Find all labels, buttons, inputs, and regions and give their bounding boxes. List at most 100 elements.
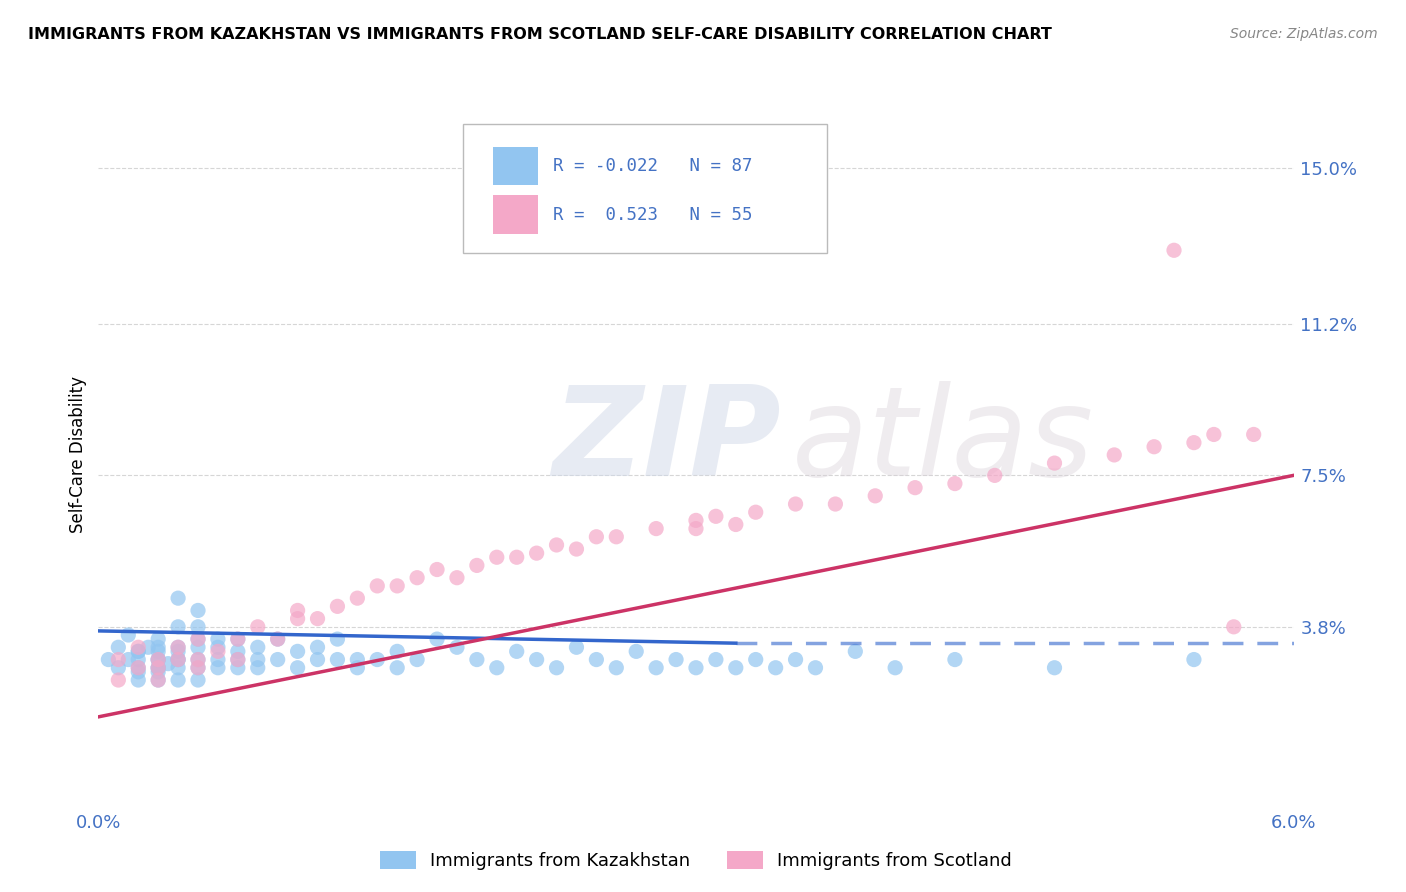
Point <box>207 652 229 666</box>
Point <box>187 673 209 687</box>
Point <box>117 652 139 666</box>
Point <box>148 661 170 675</box>
Point <box>148 673 170 687</box>
Point <box>326 652 349 666</box>
Point <box>506 644 529 658</box>
Point <box>148 661 170 675</box>
Point <box>148 652 170 666</box>
Point <box>645 661 668 675</box>
Point <box>127 661 149 675</box>
Point <box>187 640 209 655</box>
Point <box>127 665 149 679</box>
FancyBboxPatch shape <box>494 146 538 185</box>
Point <box>724 517 747 532</box>
Point <box>187 661 209 675</box>
FancyBboxPatch shape <box>494 195 538 234</box>
Text: atlas: atlas <box>792 381 1094 501</box>
Point <box>148 661 170 675</box>
Point <box>1163 244 1185 258</box>
Point <box>326 599 349 614</box>
Point <box>546 661 568 675</box>
Point <box>226 632 249 646</box>
Point <box>287 612 309 626</box>
Point <box>226 644 249 658</box>
Point <box>127 644 149 658</box>
Point <box>506 550 529 565</box>
Point <box>167 644 190 658</box>
Point <box>785 652 807 666</box>
Point <box>226 661 249 675</box>
Point <box>148 665 170 679</box>
Point <box>704 509 727 524</box>
Point <box>187 652 209 666</box>
Point <box>943 652 966 666</box>
Point <box>626 644 648 658</box>
Point <box>1043 661 1066 675</box>
Point <box>844 644 866 658</box>
Point <box>1223 620 1246 634</box>
Point <box>785 497 807 511</box>
Point <box>267 652 290 666</box>
Point <box>167 652 190 666</box>
Point <box>107 661 129 675</box>
Point <box>136 640 159 655</box>
Point <box>526 652 548 666</box>
Point <box>117 628 139 642</box>
Text: IMMIGRANTS FROM KAZAKHSTAN VS IMMIGRANTS FROM SCOTLAND SELF-CARE DISABILITY CORR: IMMIGRANTS FROM KAZAKHSTAN VS IMMIGRANTS… <box>28 27 1052 42</box>
Legend: Immigrants from Kazakhstan, Immigrants from Scotland: Immigrants from Kazakhstan, Immigrants f… <box>373 844 1019 877</box>
Point <box>1202 427 1225 442</box>
Point <box>148 640 170 655</box>
Point <box>585 530 607 544</box>
Point <box>1182 435 1205 450</box>
Point <box>465 652 488 666</box>
Point <box>127 644 149 658</box>
Point <box>704 652 727 666</box>
Point <box>167 661 190 675</box>
Point <box>426 632 449 646</box>
Point <box>485 661 508 675</box>
Point <box>485 550 508 565</box>
Point <box>724 661 747 675</box>
Point <box>187 632 209 646</box>
Point <box>187 603 209 617</box>
Point <box>863 489 887 503</box>
Point <box>226 652 249 666</box>
Point <box>246 640 269 655</box>
Point <box>446 571 468 585</box>
Point <box>167 640 190 655</box>
Point <box>107 652 129 666</box>
Point <box>307 652 329 666</box>
Point <box>585 652 607 666</box>
Point <box>745 505 768 519</box>
Point <box>1043 456 1066 470</box>
Point <box>685 661 707 675</box>
Point <box>745 652 768 666</box>
Point <box>685 522 707 536</box>
Point <box>127 661 149 675</box>
Point <box>984 468 1007 483</box>
Point <box>187 632 209 646</box>
Point <box>148 673 170 687</box>
FancyBboxPatch shape <box>463 124 827 253</box>
Point <box>565 542 588 557</box>
Point <box>167 640 190 655</box>
Point <box>187 620 209 634</box>
Point <box>1102 448 1125 462</box>
Point <box>226 652 249 666</box>
Point <box>824 497 846 511</box>
Point <box>157 657 180 671</box>
Point <box>148 652 170 666</box>
Point <box>207 644 229 658</box>
Point <box>167 652 190 666</box>
Point <box>127 673 149 687</box>
Point <box>385 661 409 675</box>
Point <box>167 620 190 634</box>
Point <box>167 652 190 666</box>
Point <box>97 652 120 666</box>
Point <box>685 513 707 527</box>
Point <box>107 640 129 655</box>
Point <box>385 579 409 593</box>
Point <box>246 661 269 675</box>
Point <box>943 476 966 491</box>
Point <box>167 673 190 687</box>
